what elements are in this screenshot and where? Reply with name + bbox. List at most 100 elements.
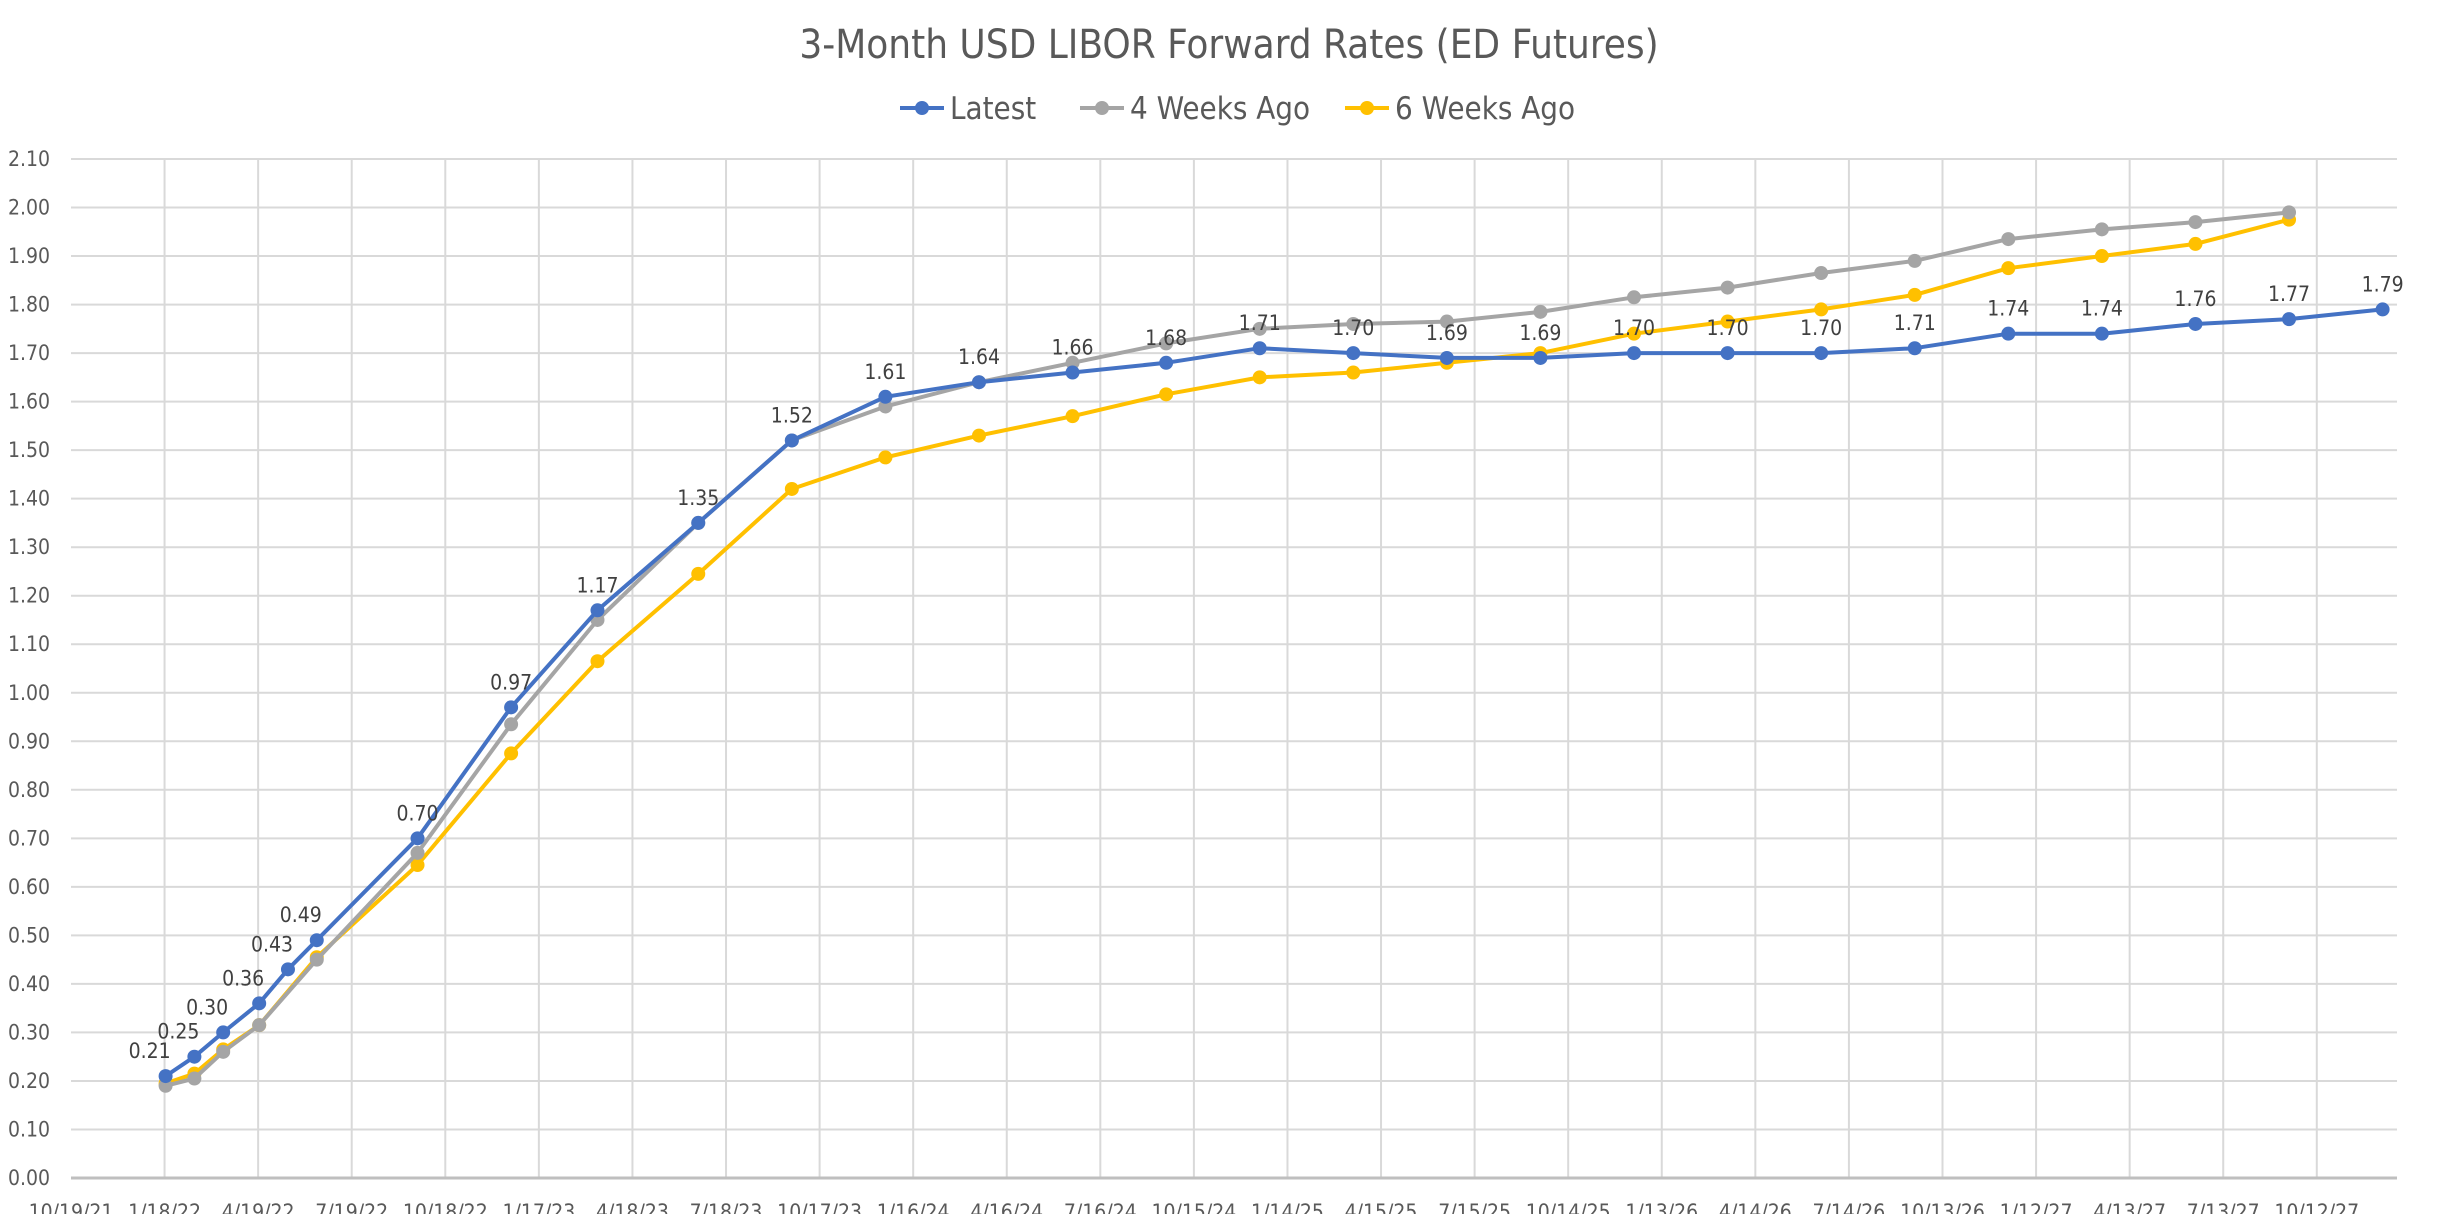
data-point [971,375,986,390]
data-label: 1.79 [2362,272,2404,296]
data-point [1720,280,1735,295]
chart-title: 3-Month USD LIBOR Forward Rates (ED Futu… [799,22,1658,68]
legend-label: 4 Weeks Ago [1130,91,1310,127]
y-tick-label: 0.90 [8,729,50,753]
data-point [1720,314,1735,329]
x-tick-label: 7/18/23 [690,1200,763,1214]
data-point [2282,205,2297,220]
series-line-1 [165,210,2290,1088]
x-tick-label: 10/19/21 [29,1200,114,1214]
legend-label: Latest [950,91,1036,127]
legend-label: 6 Weeks Ago [1395,91,1575,127]
x-tick-label: 4/18/23 [596,1200,669,1214]
x-tick-label: 10/17/23 [777,1200,862,1214]
y-tick-label: 0.60 [8,875,50,899]
data-point [187,1071,202,1086]
data-label: 0.36 [222,966,264,990]
y-tick-label: 0.40 [8,972,50,996]
x-tick-label: 7/13/27 [2187,1200,2260,1214]
data-point [1065,365,1080,380]
x-tick-label: 4/14/26 [1719,1200,1792,1214]
data-label: 1.68 [1145,326,1187,350]
y-tick-label: 0.80 [8,778,50,802]
data-point [2001,326,2016,341]
y-tick-label: 0.10 [8,1117,50,1141]
series-layer [158,205,2390,1093]
legend-item: 4 Weeks Ago [1080,91,1310,127]
data-point [2375,302,2390,317]
data-point [280,962,295,977]
y-tick-label: 0.00 [8,1166,50,1190]
data-point [784,433,799,448]
data-point [878,389,893,404]
data-point [410,845,425,860]
x-tick-label: 10/13/26 [1900,1200,1985,1214]
y-tick-label: 1.70 [8,341,50,365]
y-tick-label: 0.20 [8,1069,50,1093]
data-labels: 0.210.250.30 0.36 0.43 0.49 0.70 0.97 1.17 1.35… [129,272,2404,1063]
data-point [590,603,605,618]
x-tick-label: 7/15/25 [1438,1200,1511,1214]
x-tick-label: 10/14/25 [1526,1200,1611,1214]
data-point [784,481,799,496]
data-point [158,1078,173,1093]
data-label: 1.70 [1707,316,1749,340]
legend-item: Latest [900,91,1036,127]
data-point [410,858,425,873]
data-point [504,746,519,761]
y-tick-label: 1.20 [8,584,50,608]
x-tick-label: 1/12/27 [2000,1200,2073,1214]
y-tick-label: 1.90 [8,244,50,268]
data-point [1814,346,1829,361]
data-label: 1.71 [1894,311,1936,335]
data-point [252,1018,267,1033]
data-point [971,428,986,443]
data-label: 1.77 [2268,282,2310,306]
data-label: 1.70 [1332,316,1374,340]
gridlines [71,158,2397,1178]
data-label: 0.25 [157,1020,199,1044]
data-point [1346,316,1361,331]
data-point [1252,321,1267,336]
data-point [1720,346,1735,361]
y-tick-label: 0.70 [8,826,50,850]
data-point [1252,370,1267,385]
data-label: 1.61 [864,360,906,384]
data-point [1065,355,1080,370]
legend-marker [1095,101,1109,115]
data-point [1533,350,1548,365]
data-point [1439,350,1454,365]
legend-marker [1360,101,1374,115]
data-point [1627,290,1642,305]
series-line-2 [164,217,2290,1086]
data-point [2001,232,2016,247]
data-point [1627,326,1642,341]
x-tick-label: 10/12/27 [2274,1200,2359,1214]
x-tick-label: 7/14/26 [1813,1200,1886,1214]
data-point [1159,387,1174,402]
data-point [1907,287,1922,302]
legend-item: 6 Weeks Ago [1345,91,1575,127]
data-point [410,831,425,846]
data-label: 1.52 [771,403,813,427]
data-point [252,996,267,1011]
data-point [1627,346,1642,361]
data-label: 1.70 [1800,316,1842,340]
data-label: 1.70 [1613,316,1655,340]
data-point [1439,314,1454,329]
data-label: 1.69 [1426,321,1468,345]
x-tick-label: 4/19/22 [222,1200,295,1214]
data-point [590,654,605,669]
data-label: 1.71 [1239,311,1281,335]
data-point [309,952,324,967]
y-tick-label: 1.30 [8,535,50,559]
data-point [2282,312,2297,327]
y-tick-label: 0.50 [8,923,50,947]
data-point [1252,341,1267,356]
x-tick-label: 10/18/22 [403,1200,488,1214]
data-point [1814,302,1829,317]
data-point [1159,355,1174,370]
data-point [1907,341,1922,356]
data-point [1159,336,1174,351]
